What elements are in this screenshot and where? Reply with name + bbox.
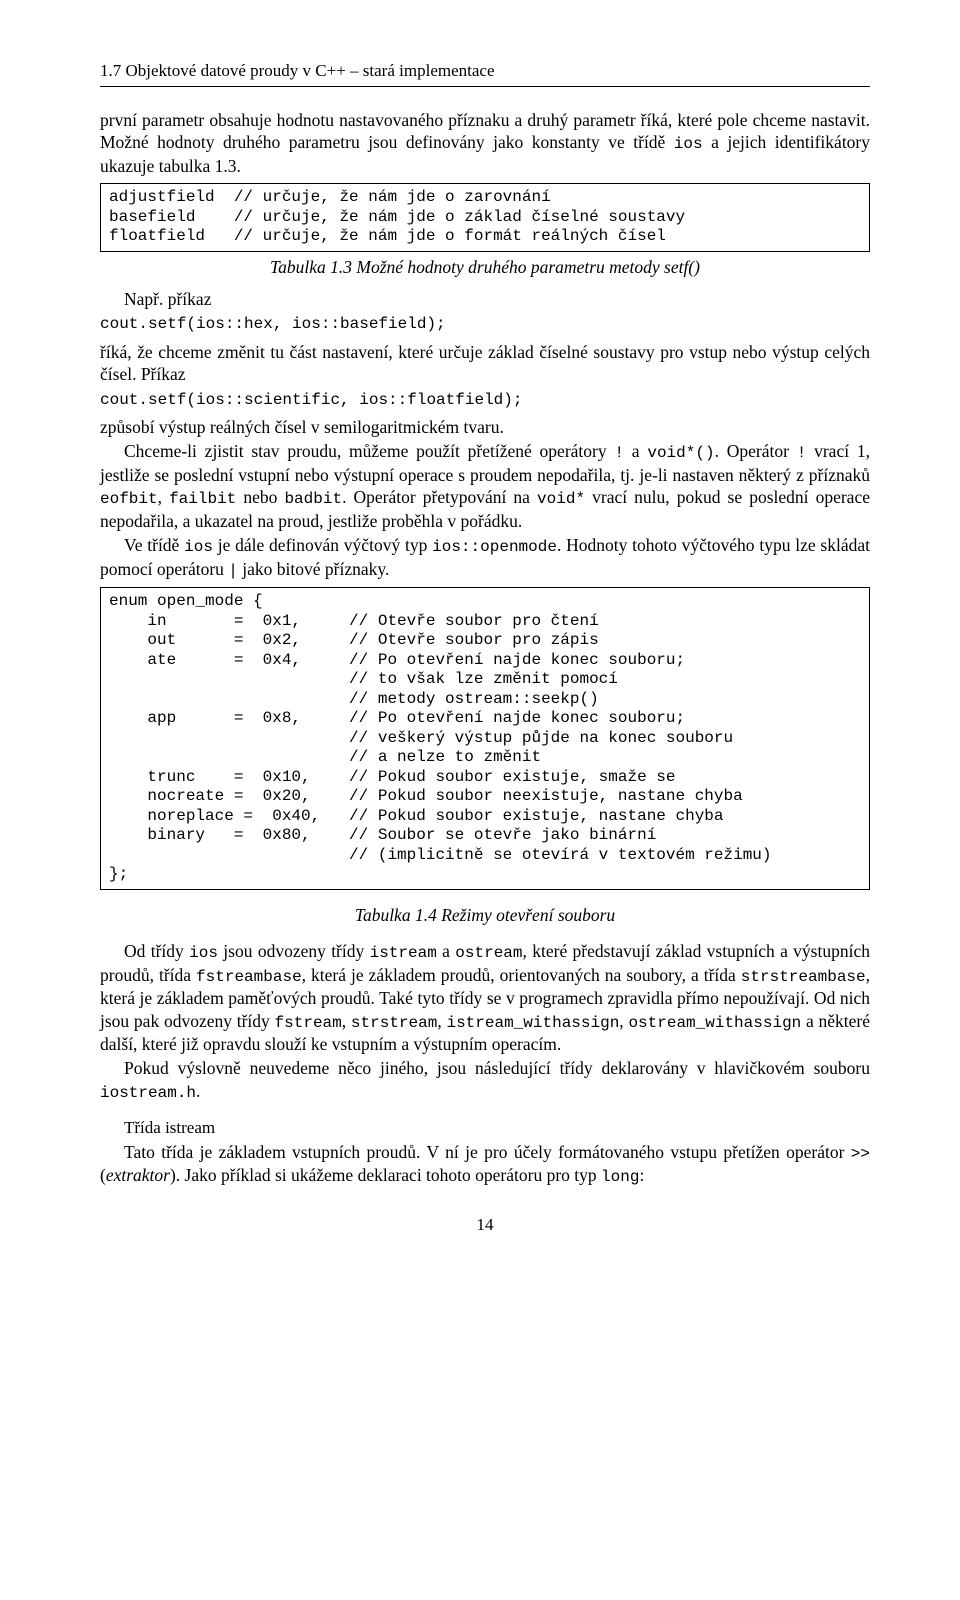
caption-1: Tabulka 1.3 Možné hodnoty druhého parame… <box>100 256 870 278</box>
page-number: 14 <box>100 1214 870 1236</box>
codebox-openmode: enum open_mode { in = 0x1, // Otevře sou… <box>100 587 870 890</box>
page-header: 1.7 Objektové datové proudy v C++ – star… <box>100 60 870 82</box>
p1-code: ios <box>674 135 703 153</box>
paragraph-5: Ve třídě ios je dále definován výčtový t… <box>100 534 870 581</box>
p4-c6: badbit <box>284 490 342 508</box>
p6-c1: ios <box>189 944 218 962</box>
paragraph-1: první parametr obsahuje hodnotu nastavov… <box>100 109 870 177</box>
p4g: . Operátor přetypování na <box>342 487 537 507</box>
p5d: jako bitové příznaky. <box>238 559 389 579</box>
p7-c1: iostream.h <box>100 1084 196 1102</box>
p8-c1: >> <box>851 1145 870 1163</box>
p6-c9: ostream_withassign <box>628 1014 801 1032</box>
p6b: jsou odvozeny třídy <box>218 941 370 961</box>
p6g: , <box>342 1011 351 1031</box>
p5-c1: ios <box>184 538 213 556</box>
page: 1.7 Objektové datové proudy v C++ – star… <box>0 0 960 1276</box>
p6-c3: ostream <box>455 944 522 962</box>
p8-em: extraktor <box>106 1165 170 1185</box>
p5-c3: | <box>228 562 238 580</box>
p6-c8: istream_withassign <box>446 1014 619 1032</box>
paragraph-6: Od třídy ios jsou odvozeny třídy istream… <box>100 940 870 1055</box>
p8a: Tato třída je základem vstupních proudů.… <box>124 1142 851 1162</box>
p8c: ). Jako příklad si ukážeme deklaraci toh… <box>170 1165 601 1185</box>
p4a: Chceme-li zjistit stav proudu, můžeme po… <box>124 441 614 461</box>
p5a: Ve třídě <box>124 535 184 555</box>
p7b: . <box>196 1081 200 1101</box>
paragraph-3: způsobí výstup reálných čísel v semiloga… <box>100 416 870 438</box>
paragraph-2: říká, že chceme změnit tu část nastavení… <box>100 341 870 386</box>
p8d: : <box>639 1165 644 1185</box>
caption-2: Tabulka 1.4 Režimy otevření souboru <box>100 904 870 926</box>
code-setf1: cout.setf(ios::hex, ios::basefield); <box>100 314 870 334</box>
header-rule <box>100 86 870 87</box>
p6-c6: fstream <box>275 1014 342 1032</box>
p4e: , <box>158 487 169 507</box>
paragraph-7: Pokud výslovně neuvedeme něco jiného, js… <box>100 1057 870 1103</box>
subhead-istream: Třída istream <box>124 1117 870 1139</box>
p6-c7: strstream <box>351 1014 437 1032</box>
p6-c2: istream <box>370 944 437 962</box>
p4-c5: failbit <box>169 490 236 508</box>
p6c: a <box>437 941 455 961</box>
p5-c2: ios::openmode <box>432 538 557 556</box>
p4c: . Operátor <box>715 441 797 461</box>
code-setf2: cout.setf(ios::scientific, ios::floatfie… <box>100 390 870 410</box>
p6e: , která je základem proudů, orientovanýc… <box>302 965 741 985</box>
p4-c1: ! <box>614 444 624 462</box>
p6-c5: strstreambase <box>741 968 866 986</box>
p4-c7: void* <box>537 490 585 508</box>
paragraph-4: Chceme-li zjistit stav proudu, můžeme po… <box>100 440 870 532</box>
p4-c4: eofbit <box>100 490 158 508</box>
p4f: nebo <box>236 487 284 507</box>
p4-c2: void*() <box>647 444 714 462</box>
p6a: Od třídy <box>124 941 189 961</box>
p4b: a <box>624 441 647 461</box>
p8-c2: long <box>601 1168 639 1186</box>
p6-c4: fstreambase <box>196 968 302 986</box>
paragraph-8: Tato třída je základem vstupních proudů.… <box>100 1141 870 1188</box>
p7a: Pokud výslovně neuvedeme něco jiného, js… <box>124 1058 870 1078</box>
p5b: je dále definován výčtový typ <box>213 535 432 555</box>
codebox-adjustfield: adjustfield // určuje, že nám jde o zaro… <box>100 183 870 252</box>
p4-c3: ! <box>797 444 807 462</box>
napr-label: Např. příkaz <box>124 288 870 310</box>
